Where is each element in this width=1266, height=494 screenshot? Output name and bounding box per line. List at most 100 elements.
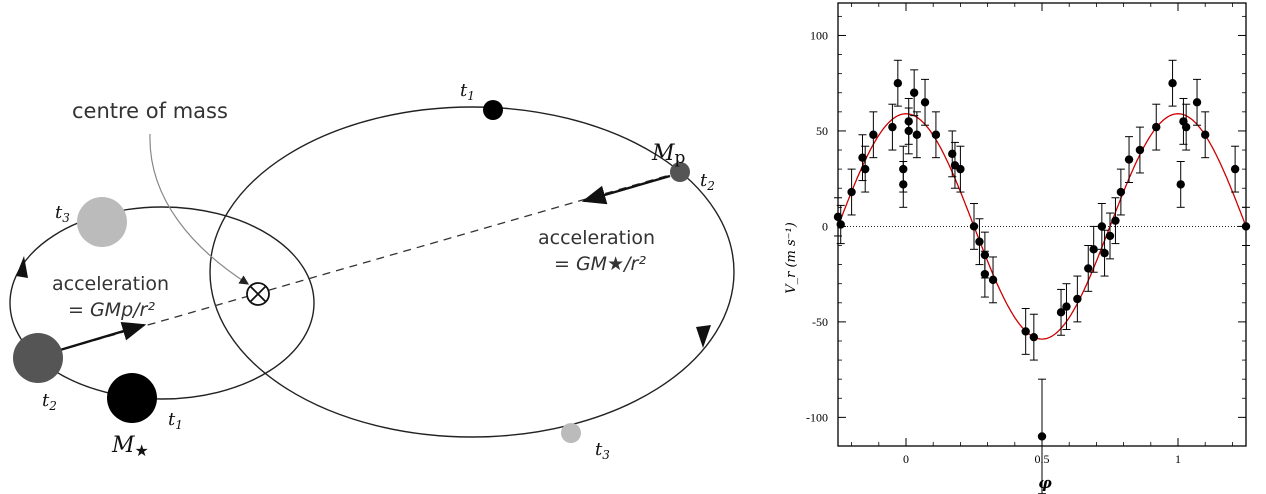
time-label-planet-t1: t1 (460, 80, 475, 103)
error-bar (1038, 378, 1046, 494)
data-point (975, 237, 984, 246)
data-point (1152, 122, 1161, 132)
error-bar (861, 145, 870, 193)
data-point (1062, 302, 1071, 311)
error-bar (1084, 245, 1093, 292)
data-point (1135, 145, 1145, 155)
star-label: M★ (111, 433, 149, 460)
star-acceleration-arrow (59, 321, 147, 352)
y-tick-label: -50 (812, 315, 828, 329)
error-bar (1242, 206, 1250, 247)
error-bar (956, 145, 965, 193)
data-point (1181, 122, 1191, 132)
data-point (888, 122, 897, 132)
error-bar (1100, 229, 1109, 277)
data-point (1230, 164, 1240, 174)
data-point (858, 153, 867, 162)
centre-of-mass-pointer (149, 133, 250, 285)
time-label-star-t1: t1 (168, 409, 183, 432)
x-axis-label: φ (1038, 474, 1052, 492)
error-bar (980, 250, 989, 298)
chart-frame (837, 2, 1247, 447)
error-bar (893, 59, 902, 107)
error-bar (904, 107, 913, 155)
error-bar (1111, 197, 1120, 245)
data-point (1100, 248, 1109, 258)
error-bar (1201, 111, 1210, 159)
data-point (1124, 155, 1134, 164)
data-point (899, 164, 908, 174)
data-point (833, 212, 843, 222)
error-bar (836, 204, 845, 245)
planet-label: Mp (651, 141, 686, 168)
star-t1-circle (107, 373, 157, 423)
data-point (904, 126, 913, 136)
planet-orbit (209, 106, 735, 438)
error-bar (869, 111, 878, 159)
error-bar (931, 111, 940, 159)
error-bar (1021, 308, 1030, 355)
y-tick-label: 0 (822, 219, 828, 233)
error-bar (970, 202, 978, 250)
data-point (1021, 327, 1030, 336)
error-bar (989, 256, 998, 304)
data-point (869, 130, 878, 139)
error-bar (1116, 168, 1125, 216)
centre-of-mass-icon (246, 282, 270, 306)
sinusoid-fit-line (837, 113, 1247, 340)
data-point (1037, 432, 1047, 441)
error-bar (1089, 225, 1098, 273)
data-point (1056, 308, 1066, 317)
orbit-diagram: centre of mass acceleration = GMp/r² acc… (9, 80, 735, 462)
data-point (988, 275, 998, 285)
planet-orbit-direction-arrow (696, 325, 711, 348)
error-bar (1125, 136, 1134, 183)
data-point (931, 130, 941, 139)
error-bar (1176, 160, 1185, 208)
data-point (1116, 187, 1126, 197)
data-point (1179, 117, 1188, 126)
star-orbit (9, 206, 315, 400)
planet-acceleration-arrow (581, 174, 671, 205)
fit-curve (837, 113, 1247, 340)
error-bar (1057, 288, 1066, 336)
planet-t1-circle (483, 100, 503, 120)
error-bar (1193, 78, 1202, 126)
error-bar (912, 111, 921, 159)
star-accel-formula: = GMp/r² (68, 299, 155, 321)
data-point (1105, 231, 1115, 241)
data-point (950, 161, 960, 170)
error-bar (899, 145, 908, 193)
data-point (847, 187, 856, 197)
y-tick-label: 100 (810, 28, 828, 42)
y-tick-label: -100 (806, 410, 828, 424)
plot-border (837, 2, 1247, 447)
time-label-planet-t3: t3 (595, 439, 610, 462)
data-point (920, 98, 930, 107)
error-bar (1152, 103, 1161, 151)
data-point (1241, 222, 1251, 231)
data-point (1168, 78, 1177, 88)
error-bar (1073, 275, 1082, 323)
data-point (1029, 332, 1039, 342)
data-point (904, 117, 913, 126)
error-bar (899, 160, 908, 208)
error-bar (834, 197, 842, 237)
error-bar (904, 97, 913, 145)
data-point (912, 130, 922, 139)
data-point (1201, 130, 1210, 139)
data-point (1097, 222, 1107, 231)
star-t2-circle (13, 333, 63, 383)
time-label-star-t3: t3 (55, 202, 70, 225)
x-tick-label: 1 (1175, 452, 1181, 466)
data-point (980, 269, 990, 279)
planet-accel-title: acceleration (538, 227, 655, 249)
data-point (893, 78, 903, 88)
error-bar (1182, 103, 1191, 151)
planet-t2-circle (670, 162, 690, 182)
error-bar (948, 130, 957, 178)
error-bar (1168, 59, 1177, 107)
error-bar (1106, 212, 1114, 260)
error-bar (980, 231, 989, 279)
data-point (1111, 216, 1120, 225)
